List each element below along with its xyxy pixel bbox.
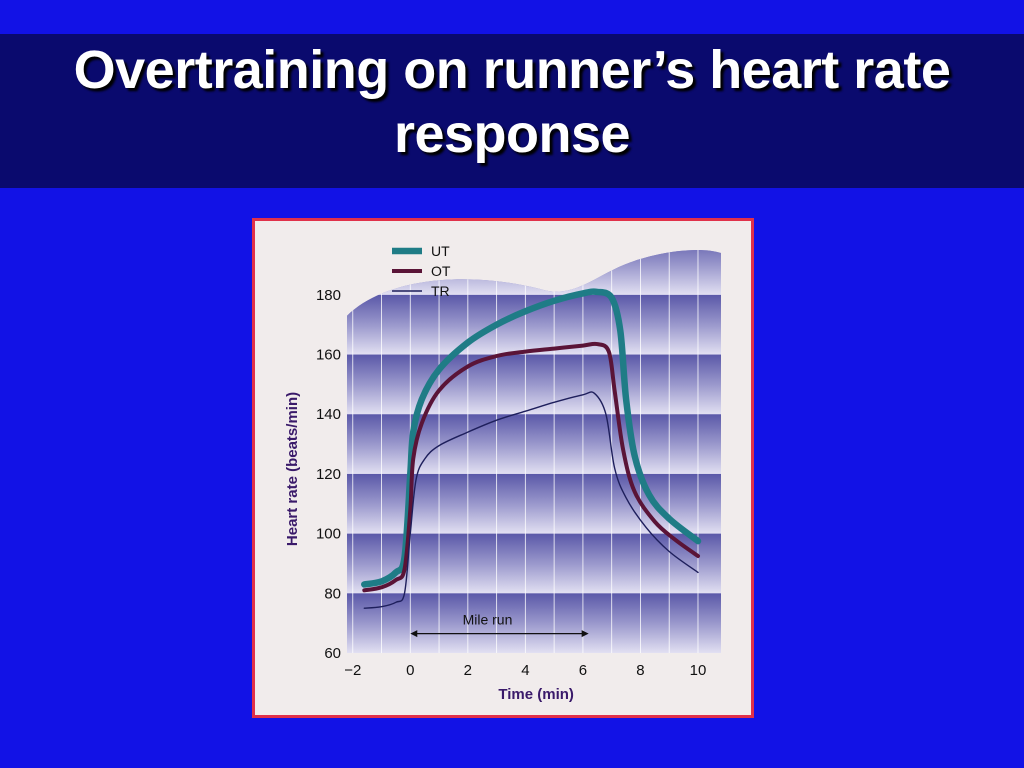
- y-tick-label: 160: [316, 347, 341, 364]
- gradient-bands: [347, 221, 721, 653]
- series-line-ot: [362, 341, 700, 593]
- y-tick-label: 140: [316, 406, 341, 423]
- slide-title-line1: Overtraining on runner’s heart rate: [73, 40, 951, 100]
- gradient-band: [347, 354, 721, 415]
- slide-title-line2: response: [393, 104, 631, 164]
- gradient-band: [347, 473, 721, 534]
- x-axis-title: Time (min): [498, 686, 574, 703]
- series-lines: [361, 288, 702, 609]
- gradient-band: [347, 294, 721, 355]
- y-tick-label: 80: [324, 585, 341, 602]
- heart-rate-chart: UT OT TR Mile run −2 0 2 4 6 8 10 60 80 100 120 140 16…: [284, 221, 721, 703]
- legend-label-tr: TR: [431, 283, 450, 299]
- plot-background: [347, 221, 721, 653]
- x-tick-label: 2: [464, 662, 472, 679]
- y-tick-label: 60: [324, 645, 341, 662]
- x-tick-label: 8: [636, 662, 644, 679]
- legend: UT OT TR: [392, 243, 451, 299]
- annotation-arrowhead-right: [581, 630, 589, 638]
- mile-run-annotation: Mile run: [410, 612, 589, 638]
- annotation-arrowhead-left: [410, 630, 418, 638]
- series-line-tr: [363, 391, 699, 609]
- gradient-band: [347, 249, 721, 295]
- x-tick-label: −2: [344, 662, 361, 679]
- gradient-band: [347, 414, 721, 474]
- axis-ticks: −2 0 2 4 6 8 10 60 80 100 120 140 160 180: [316, 287, 706, 679]
- title-band: [0, 34, 1024, 188]
- y-tick-label: 120: [316, 466, 341, 483]
- annotation-label: Mile run: [463, 612, 513, 628]
- gradient-band: [347, 221, 721, 235]
- y-axis-title: Heart rate (beats/min): [284, 392, 301, 546]
- gradient-band: [347, 593, 721, 653]
- x-tick-label: 4: [521, 662, 529, 679]
- legend-label-ot: OT: [431, 263, 451, 279]
- slide-title: Overtraining on runner’s heart rate resp…: [0, 38, 1024, 166]
- y-tick-label: 180: [316, 287, 341, 304]
- legend-label-ut: UT: [431, 243, 450, 259]
- figure-frame: UT OT TR Mile run −2 0 2 4 6 8 10 60 80 100 120 140 16…: [252, 218, 754, 718]
- x-tick-label: 6: [579, 662, 587, 679]
- y-tick-label: 100: [316, 526, 341, 543]
- x-tick-label: 0: [406, 662, 414, 679]
- x-tick-label: 10: [690, 662, 707, 679]
